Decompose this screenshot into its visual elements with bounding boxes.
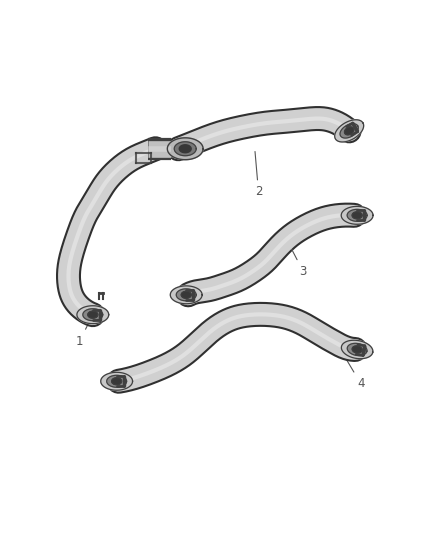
Polygon shape <box>176 289 196 301</box>
Text: 1: 1 <box>76 317 92 348</box>
Polygon shape <box>335 120 364 142</box>
Polygon shape <box>341 206 373 224</box>
Polygon shape <box>83 309 103 321</box>
Polygon shape <box>340 124 358 138</box>
Polygon shape <box>347 209 367 221</box>
Text: 4: 4 <box>341 350 364 390</box>
Polygon shape <box>352 346 362 353</box>
Text: 2: 2 <box>255 151 262 198</box>
Polygon shape <box>107 375 127 387</box>
Polygon shape <box>341 340 373 359</box>
Polygon shape <box>347 343 367 356</box>
Text: 3: 3 <box>291 248 307 278</box>
Polygon shape <box>77 306 109 324</box>
Polygon shape <box>179 145 191 153</box>
Polygon shape <box>167 138 203 160</box>
Polygon shape <box>88 311 98 318</box>
Polygon shape <box>352 212 362 219</box>
Polygon shape <box>181 292 191 298</box>
Polygon shape <box>112 378 122 385</box>
Polygon shape <box>174 142 196 156</box>
Polygon shape <box>170 286 202 304</box>
Polygon shape <box>101 373 133 390</box>
Polygon shape <box>345 127 354 135</box>
